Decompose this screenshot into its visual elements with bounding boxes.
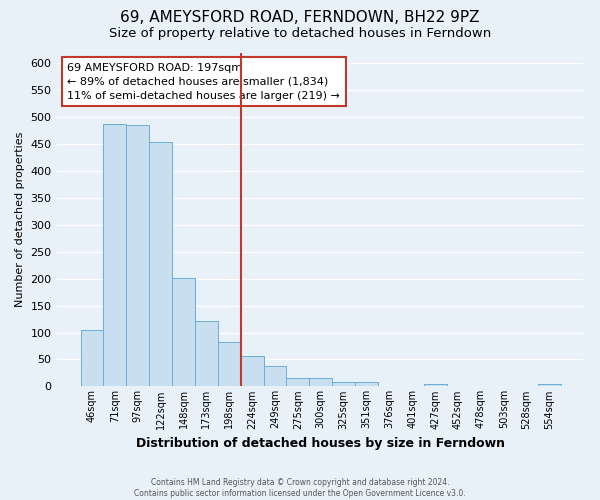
- Text: Contains HM Land Registry data © Crown copyright and database right 2024.
Contai: Contains HM Land Registry data © Crown c…: [134, 478, 466, 498]
- Bar: [103, 124, 127, 386]
- X-axis label: Distribution of detached houses by size in Ferndown: Distribution of detached houses by size …: [136, 437, 505, 450]
- Y-axis label: Number of detached properties: Number of detached properties: [15, 132, 25, 307]
- Bar: [286, 378, 310, 386]
- Text: Size of property relative to detached houses in Ferndown: Size of property relative to detached ho…: [109, 28, 491, 40]
- Bar: [195, 321, 218, 386]
- Bar: [424, 384, 446, 386]
- Bar: [127, 124, 149, 386]
- Bar: [355, 382, 378, 386]
- Bar: [310, 378, 332, 386]
- Bar: [332, 382, 355, 386]
- Bar: [172, 278, 195, 386]
- Bar: [149, 142, 172, 386]
- Bar: [241, 356, 263, 386]
- Bar: [218, 342, 241, 386]
- Bar: [263, 366, 286, 386]
- Bar: [538, 384, 561, 386]
- Text: 69 AMEYSFORD ROAD: 197sqm
← 89% of detached houses are smaller (1,834)
11% of se: 69 AMEYSFORD ROAD: 197sqm ← 89% of detac…: [67, 62, 340, 100]
- Text: 69, AMEYSFORD ROAD, FERNDOWN, BH22 9PZ: 69, AMEYSFORD ROAD, FERNDOWN, BH22 9PZ: [120, 10, 480, 25]
- Bar: [80, 330, 103, 386]
